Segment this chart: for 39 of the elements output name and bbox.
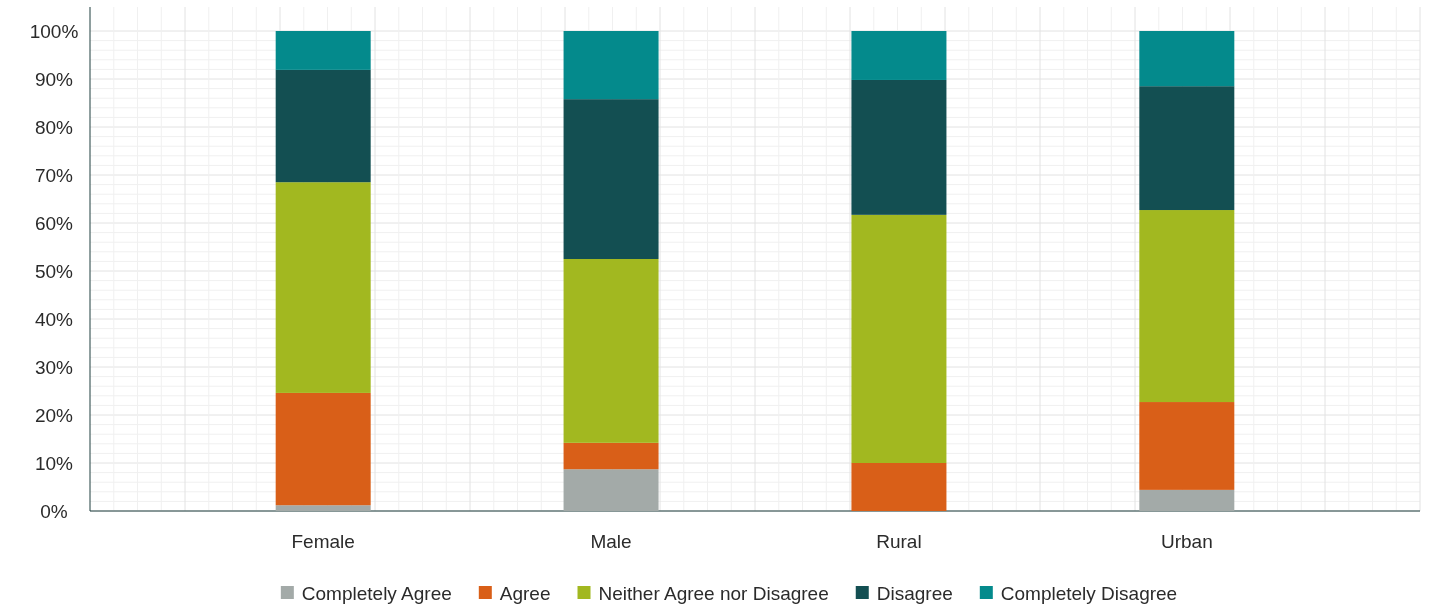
legend-label: Neither Agree nor Disagree (598, 582, 829, 604)
y-tick-label: 30% (34, 357, 74, 379)
bar (851, 463, 947, 511)
legend-label: Completely Disagree (1000, 582, 1178, 604)
y-tick-label: 100% (29, 21, 79, 43)
bar (275, 69, 371, 183)
x-tick-label: Female (291, 531, 355, 553)
bar (851, 79, 947, 215)
x-tick-label: Male (590, 531, 632, 553)
y-tick-label: 70% (34, 165, 74, 187)
legend-label: Disagree (876, 582, 953, 604)
y-tick-label: 80% (34, 117, 74, 139)
y-tick-label: 90% (34, 69, 74, 91)
bar (275, 182, 371, 393)
x-tick-label: Urban (1160, 531, 1213, 553)
bar (563, 442, 659, 470)
bar (851, 214, 947, 463)
bar (275, 505, 371, 511)
y-tick-label: 40% (34, 309, 74, 331)
bar (1139, 210, 1235, 403)
x-tick-label: Rural (876, 531, 922, 553)
bar (275, 31, 371, 70)
bar (1139, 86, 1235, 211)
bar (563, 469, 659, 511)
bar (851, 31, 947, 80)
bar (563, 259, 659, 443)
bar (1139, 31, 1235, 87)
bar (563, 31, 659, 100)
y-tick-label: 20% (34, 405, 74, 427)
y-tick-label: 10% (34, 453, 74, 475)
bar (275, 392, 371, 506)
legend-label: Agree (499, 582, 551, 604)
bar (563, 99, 659, 259)
legend-label: Completely Agree (301, 582, 452, 604)
bar (1139, 489, 1235, 511)
y-tick-label: 0% (40, 501, 68, 523)
y-tick-label: 50% (34, 261, 74, 283)
bar (1139, 402, 1235, 490)
y-tick-label: 60% (34, 213, 74, 235)
